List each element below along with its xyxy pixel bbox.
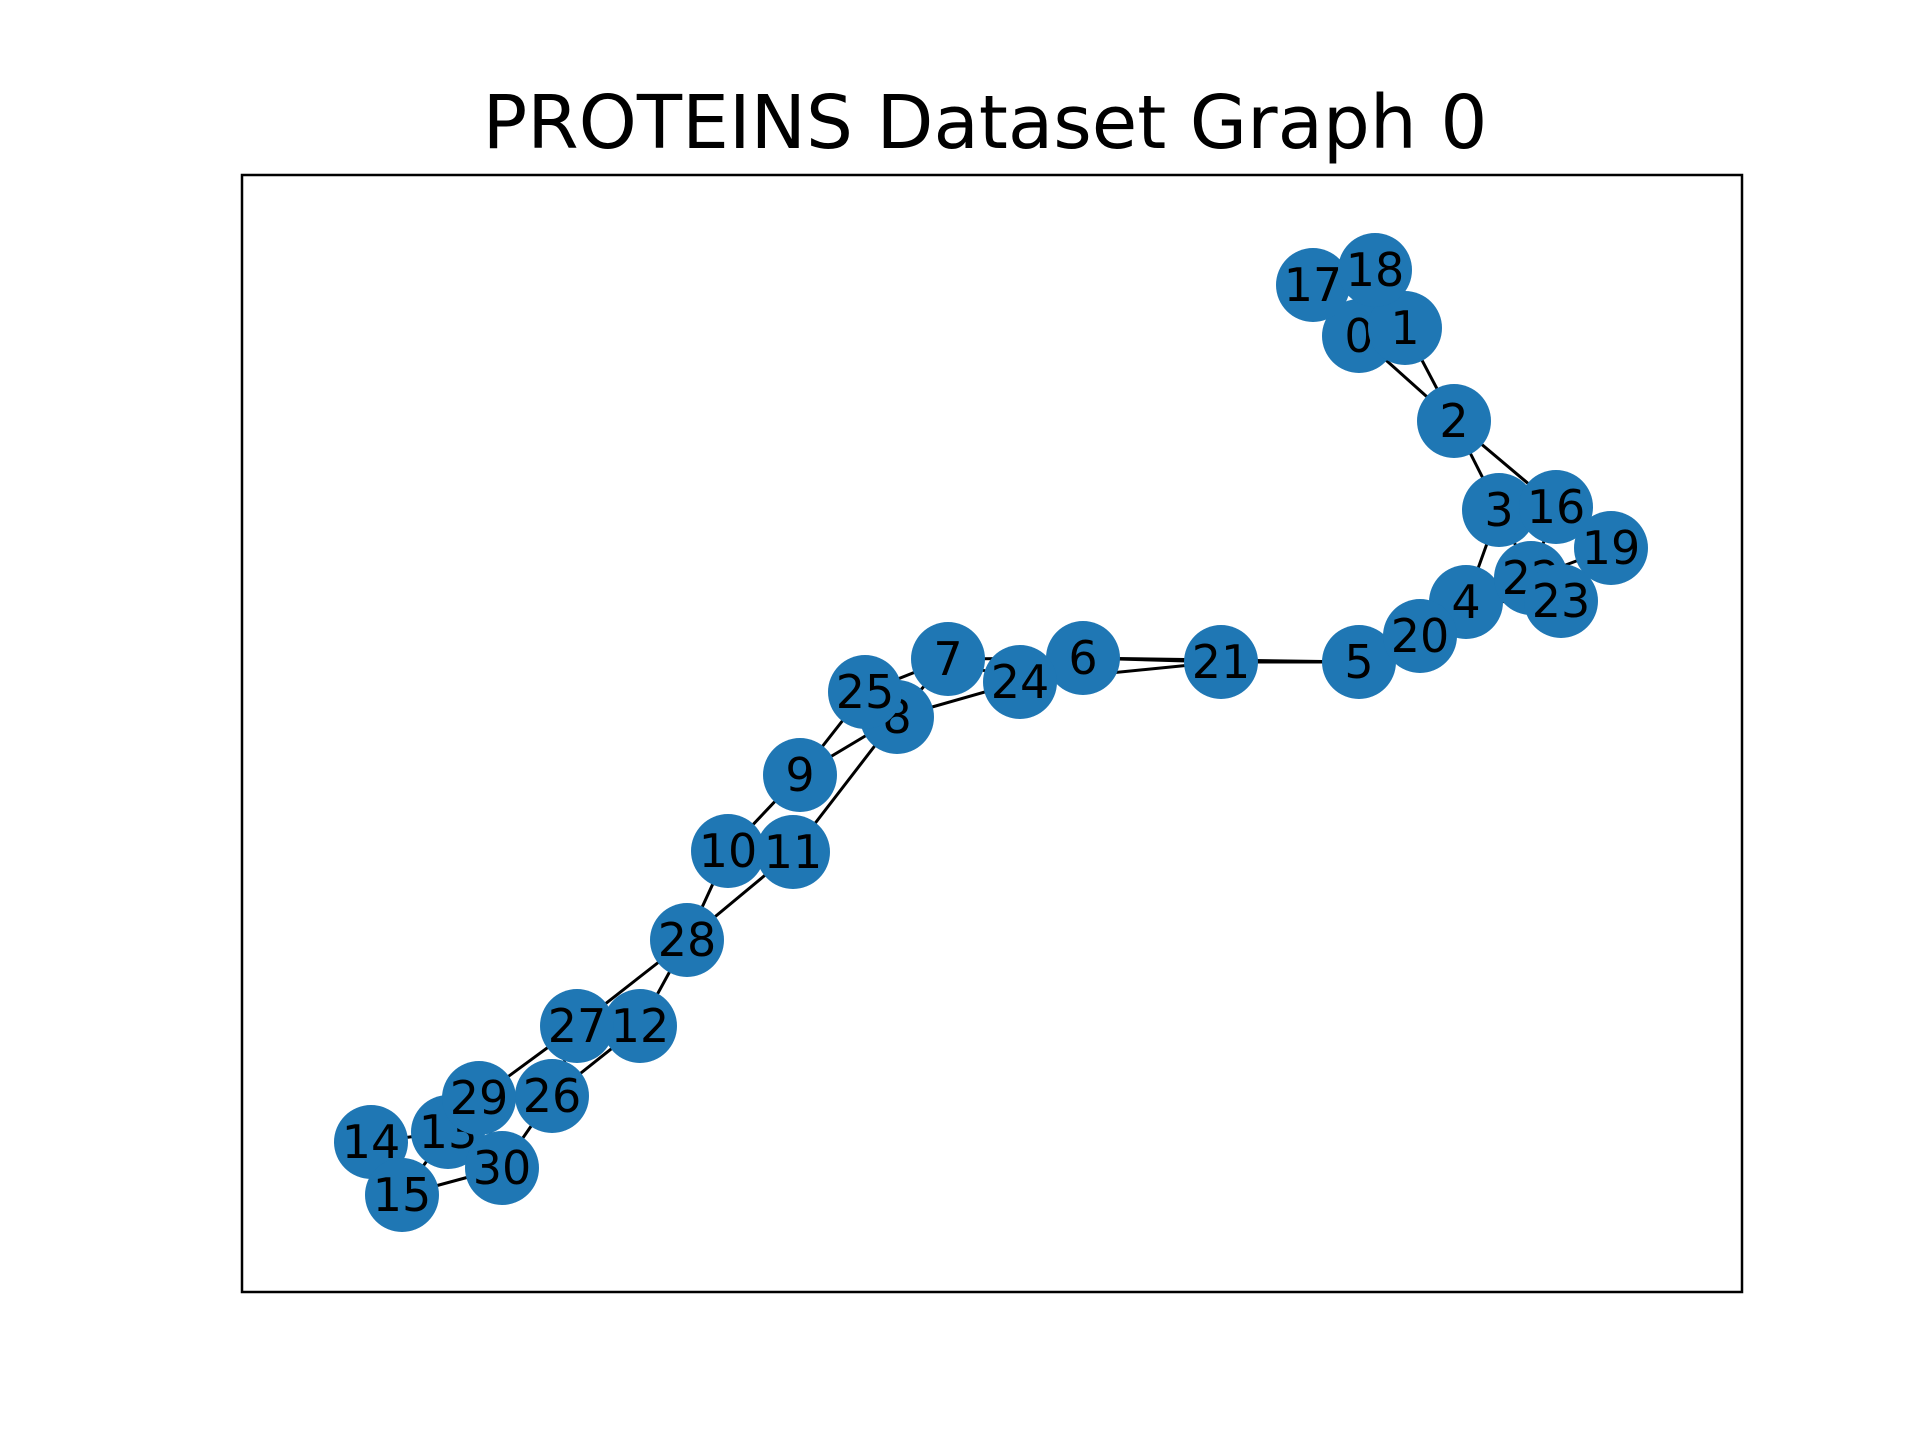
graph-node-21: 21 — [1184, 625, 1258, 699]
graph-node-16: 16 — [1519, 470, 1593, 544]
node-label: 5 — [1344, 635, 1373, 689]
node-marker — [911, 622, 985, 696]
node-marker — [1184, 625, 1258, 699]
node-marker — [756, 815, 830, 889]
node-marker — [515, 1059, 589, 1133]
node-marker — [983, 645, 1057, 719]
node-marker — [1368, 291, 1442, 365]
node-label: 7 — [933, 632, 962, 686]
graph-node-19: 19 — [1574, 511, 1648, 585]
graph-node-10: 10 — [691, 814, 765, 888]
node-label: 17 — [1284, 258, 1343, 312]
node-label: 20 — [1391, 609, 1450, 663]
graph-node-20: 20 — [1383, 599, 1457, 673]
node-label: 9 — [785, 748, 814, 802]
node-label: 6 — [1068, 631, 1097, 685]
node-marker — [1383, 599, 1457, 673]
node-marker — [650, 903, 724, 977]
graph-node-29: 29 — [442, 1061, 516, 1135]
node-marker — [1462, 473, 1536, 547]
node-label: 23 — [1532, 574, 1591, 628]
node-label: 3 — [1484, 483, 1513, 537]
node-label: 10 — [699, 824, 758, 878]
graph-node-30: 30 — [465, 1131, 539, 1205]
node-label: 4 — [1451, 575, 1480, 629]
node-marker — [1322, 625, 1396, 699]
graph-node-26: 26 — [515, 1059, 589, 1133]
node-marker — [1338, 233, 1412, 307]
node-marker — [465, 1131, 539, 1205]
node-marker — [1276, 248, 1350, 322]
node-label: 21 — [1192, 635, 1251, 689]
node-label: 24 — [991, 655, 1050, 709]
graph-node-3: 3 — [1462, 473, 1536, 547]
node-label: 27 — [548, 999, 607, 1053]
node-label: 0 — [1344, 309, 1373, 363]
node-label: 15 — [373, 1168, 432, 1222]
node-marker — [691, 814, 765, 888]
graph-node-25: 25 — [828, 655, 902, 729]
node-label: 18 — [1346, 243, 1405, 297]
node-label: 16 — [1527, 480, 1586, 534]
graph-node-6: 6 — [1046, 621, 1120, 695]
graph-node-7: 7 — [911, 622, 985, 696]
node-marker — [1417, 384, 1491, 458]
node-marker — [365, 1158, 439, 1232]
node-label: 19 — [1582, 521, 1641, 575]
graph-node-11: 11 — [756, 815, 830, 889]
node-label: 11 — [764, 825, 823, 879]
graph-node-14: 14 — [334, 1105, 408, 1179]
figure-title: PROTEINS Dataset Graph 0 — [483, 80, 1488, 166]
graph-node-15: 15 — [365, 1158, 439, 1232]
graph-node-2: 2 — [1417, 384, 1491, 458]
node-marker — [1524, 564, 1598, 638]
graph-node-24: 24 — [983, 645, 1057, 719]
graph-node-5: 5 — [1322, 625, 1396, 699]
axes-frame — [240, 173, 1744, 1294]
node-label: 1 — [1390, 301, 1419, 355]
node-marker — [1574, 511, 1648, 585]
node-marker — [1046, 621, 1120, 695]
graph-node-1: 1 — [1368, 291, 1442, 365]
node-marker — [540, 989, 614, 1063]
graph-node-17: 17 — [1276, 248, 1350, 322]
node-label: 29 — [450, 1071, 509, 1125]
node-marker — [763, 738, 837, 812]
node-marker — [442, 1061, 516, 1135]
graph-node-18: 18 — [1338, 233, 1412, 307]
node-label: 28 — [658, 913, 717, 967]
node-label: 30 — [473, 1141, 532, 1195]
graph-node-12: 12 — [603, 989, 677, 1063]
node-marker — [828, 655, 902, 729]
graph-node-28: 28 — [650, 903, 724, 977]
graph-node-9: 9 — [763, 738, 837, 812]
node-marker — [603, 989, 677, 1063]
graph-node-27: 27 — [540, 989, 614, 1063]
graph-node-23: 23 — [1524, 564, 1598, 638]
node-label: 2 — [1439, 394, 1468, 448]
node-marker — [1519, 470, 1593, 544]
node-label: 25 — [836, 665, 895, 719]
node-label: 12 — [611, 999, 670, 1053]
node-label: 26 — [523, 1069, 582, 1123]
